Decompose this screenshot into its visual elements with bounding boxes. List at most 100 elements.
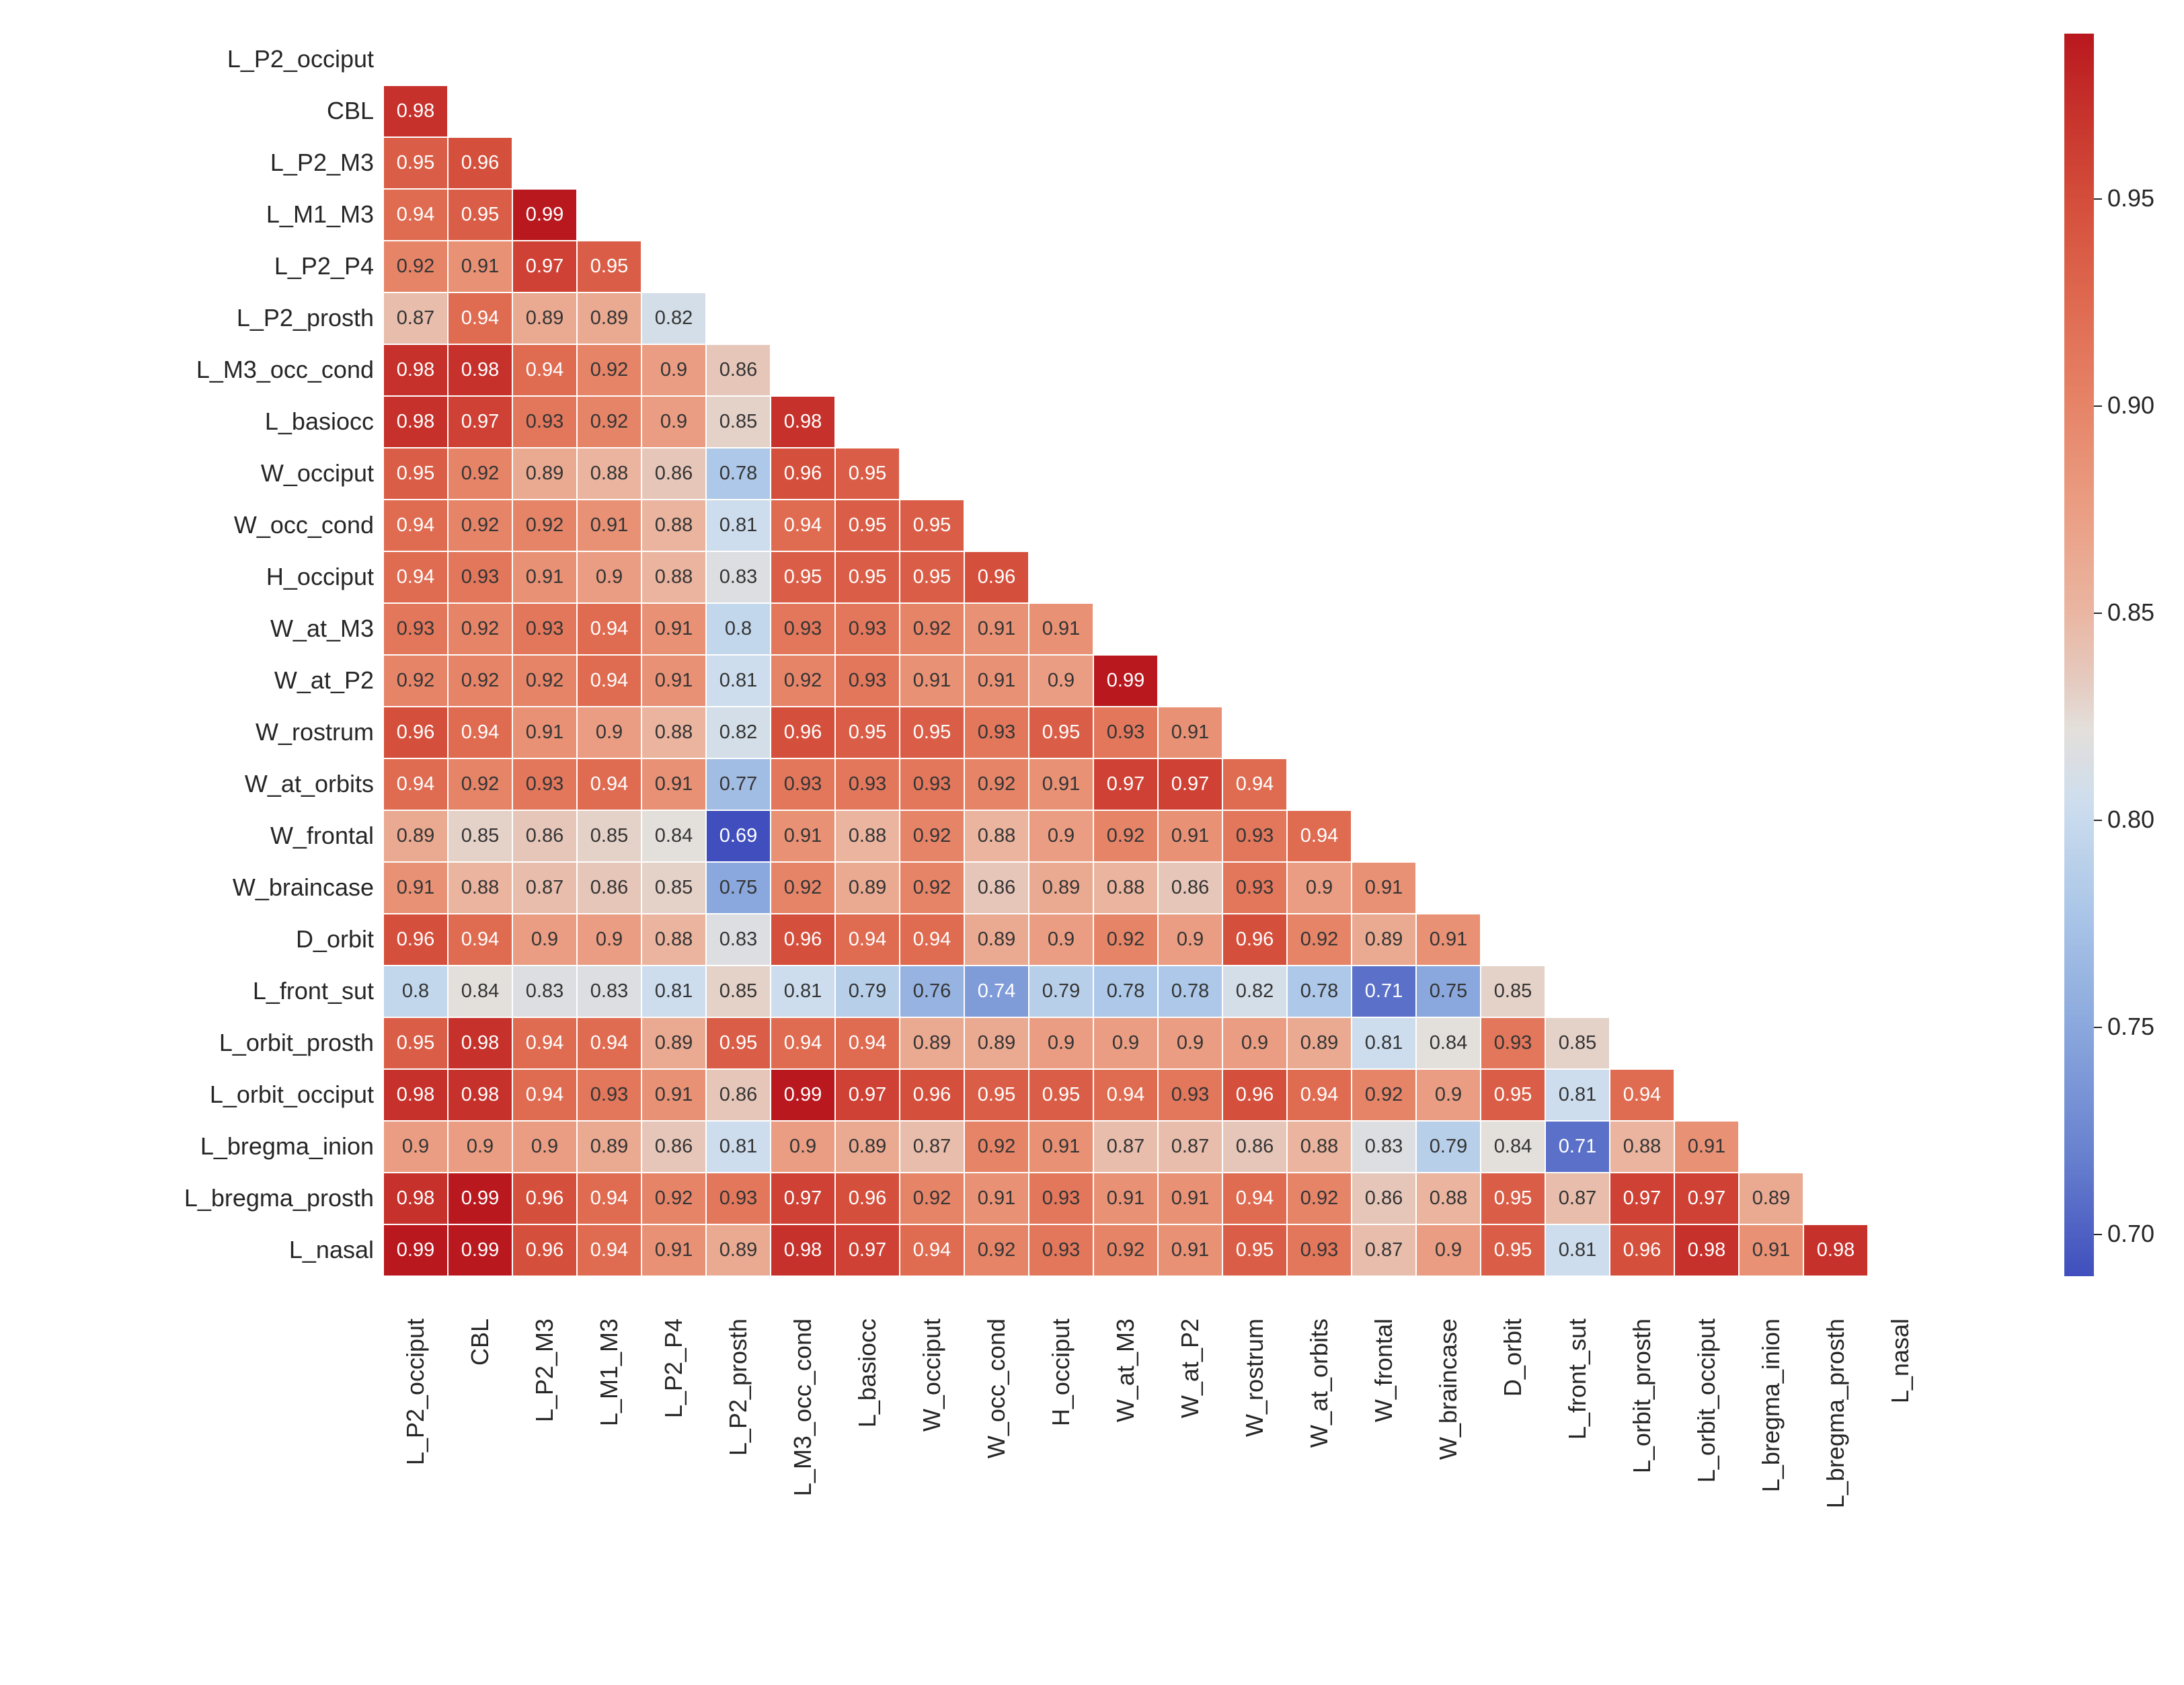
- heatmap-cell: 0.9: [577, 707, 641, 758]
- cell-value: 0.82: [719, 721, 757, 744]
- heatmap-cell: 0.81: [706, 655, 771, 707]
- heatmap-cell: 0.89: [964, 914, 1029, 966]
- cell-value: 0.79: [849, 980, 886, 1003]
- heatmap-cell: 0.95: [900, 551, 964, 603]
- heatmap-cell: 0.95: [383, 137, 448, 189]
- heatmap-cell: 0.84: [1416, 1017, 1481, 1069]
- cell-value: 0.9: [1306, 877, 1333, 899]
- cell-value: 0.95: [1494, 1239, 1532, 1261]
- heatmap-cell: 0.87: [383, 292, 448, 344]
- cell-value: 0.85: [655, 877, 693, 899]
- heatmap-cell: 0.94: [383, 189, 448, 241]
- heatmap-cell: 0.94: [1222, 758, 1287, 810]
- cell-value: 0.91: [913, 670, 951, 692]
- cell-value: 0.93: [849, 618, 886, 640]
- heatmap-cell: 0.98: [771, 1224, 835, 1276]
- cell-value: 0.94: [1236, 1187, 1274, 1210]
- y-axis-label: L_bregma_prosth: [184, 1184, 374, 1212]
- heatmap-cell: 0.85: [706, 966, 771, 1017]
- cell-value: 0.85: [1494, 980, 1532, 1003]
- heatmap-cell: 0.89: [706, 1224, 771, 1276]
- cell-value: 0.83: [1365, 1136, 1403, 1158]
- heatmap-cell: 0.78: [1158, 966, 1222, 1017]
- heatmap-cell: 0.91: [1674, 1121, 1739, 1173]
- heatmap-cell: 0.87: [1545, 1173, 1610, 1224]
- cell-value: 0.96: [849, 1187, 886, 1210]
- cell-value: 0.94: [397, 514, 434, 537]
- cell-value: 0.89: [1042, 877, 1080, 899]
- cell-value: 0.92: [913, 618, 951, 640]
- cell-value: 0.81: [719, 514, 757, 537]
- heatmap-cell: 0.98: [771, 396, 835, 448]
- x-axis-label: H_occiput: [1047, 1319, 1075, 1588]
- heatmap-cell: 0.91: [512, 551, 577, 603]
- heatmap-cell: 0.98: [1674, 1224, 1739, 1276]
- cell-value: 0.94: [590, 773, 628, 795]
- heatmap-cell: 0.95: [706, 1017, 771, 1069]
- cell-value: 0.9: [531, 929, 558, 951]
- cell-value: 0.96: [978, 566, 1015, 588]
- cell-value: 0.82: [655, 307, 693, 329]
- x-axis-label: W_at_orbits: [1305, 1319, 1333, 1588]
- cell-value: 0.92: [397, 670, 434, 692]
- heatmap-cell: 0.94: [771, 1017, 835, 1069]
- heatmap-cell: 0.89: [577, 1121, 641, 1173]
- heatmap-cell: 0.91: [964, 1173, 1029, 1224]
- heatmap-cell: 0.95: [900, 500, 964, 551]
- heatmap-cell: 0.94: [512, 1069, 577, 1121]
- heatmap-cell: 0.96: [1222, 914, 1287, 966]
- heatmap-cell: 0.81: [706, 1121, 771, 1173]
- heatmap-cell: 0.99: [383, 1224, 448, 1276]
- cell-value: 0.9: [1048, 1032, 1075, 1054]
- heatmap-cell: 0.91: [1158, 1173, 1222, 1224]
- x-axis-label: W_braincase: [1434, 1319, 1462, 1588]
- heatmap-cell: 0.8: [706, 603, 771, 655]
- heatmap-cell: 0.88: [641, 707, 706, 758]
- heatmap-cell: 0.92: [577, 344, 641, 396]
- colorbar-tick-label: 0.80: [2107, 806, 2154, 834]
- heatmap-cell: 0.71: [1545, 1121, 1610, 1173]
- heatmap-cell: 0.95: [835, 551, 900, 603]
- heatmap-cell: 0.98: [448, 1017, 512, 1069]
- heatmap-cell: 0.92: [900, 810, 964, 862]
- cell-value: 0.84: [655, 825, 693, 847]
- heatmap-cell: 0.94: [383, 758, 448, 810]
- heatmap-cell: 0.92: [964, 1224, 1029, 1276]
- heatmap-cell: 0.99: [512, 189, 577, 241]
- heatmap-cell: 0.74: [964, 966, 1029, 1017]
- cell-value: 0.94: [784, 1032, 822, 1054]
- y-axis-label: W_rostrum: [256, 718, 374, 746]
- cell-value: 0.96: [784, 463, 822, 485]
- heatmap-cell: 0.9: [448, 1121, 512, 1173]
- x-axis-label: W_rostrum: [1241, 1319, 1269, 1588]
- heatmap-cell: 0.9: [1287, 862, 1352, 914]
- colorbar-tick-mark: [2094, 1234, 2102, 1235]
- heatmap-cell: 0.88: [448, 862, 512, 914]
- heatmap-cell: 0.92: [448, 603, 512, 655]
- cell-value: 0.94: [849, 929, 886, 951]
- cell-value: 0.8: [402, 980, 429, 1003]
- cell-value: 0.92: [784, 670, 822, 692]
- heatmap-cell: 0.93: [835, 603, 900, 655]
- cell-value: 0.95: [1042, 1084, 1080, 1106]
- heatmap-cell: 0.89: [512, 448, 577, 500]
- heatmap-cell: 0.97: [1610, 1173, 1674, 1224]
- cell-value: 0.9: [660, 411, 687, 433]
- heatmap-cell: 0.91: [641, 1224, 706, 1276]
- cell-value: 0.89: [655, 1032, 693, 1054]
- cell-value: 0.97: [1107, 773, 1144, 795]
- heatmap-cell: 0.96: [1222, 1069, 1287, 1121]
- cell-value: 0.89: [978, 929, 1015, 951]
- cell-value: 0.89: [978, 1032, 1015, 1054]
- heatmap-cell: 0.87: [1093, 1121, 1158, 1173]
- heatmap-cell: 0.91: [641, 1069, 706, 1121]
- cell-value: 0.88: [1430, 1187, 1467, 1210]
- cell-value: 0.97: [461, 411, 499, 433]
- cell-value: 0.92: [1300, 1187, 1338, 1210]
- colorbar-tick-label: 0.70: [2107, 1220, 2154, 1248]
- heatmap-cell: 0.93: [512, 396, 577, 448]
- cell-value: 0.96: [526, 1187, 563, 1210]
- cell-value: 0.88: [1107, 877, 1144, 899]
- heatmap-cell: 0.83: [512, 966, 577, 1017]
- heatmap-cell: 0.89: [512, 292, 577, 344]
